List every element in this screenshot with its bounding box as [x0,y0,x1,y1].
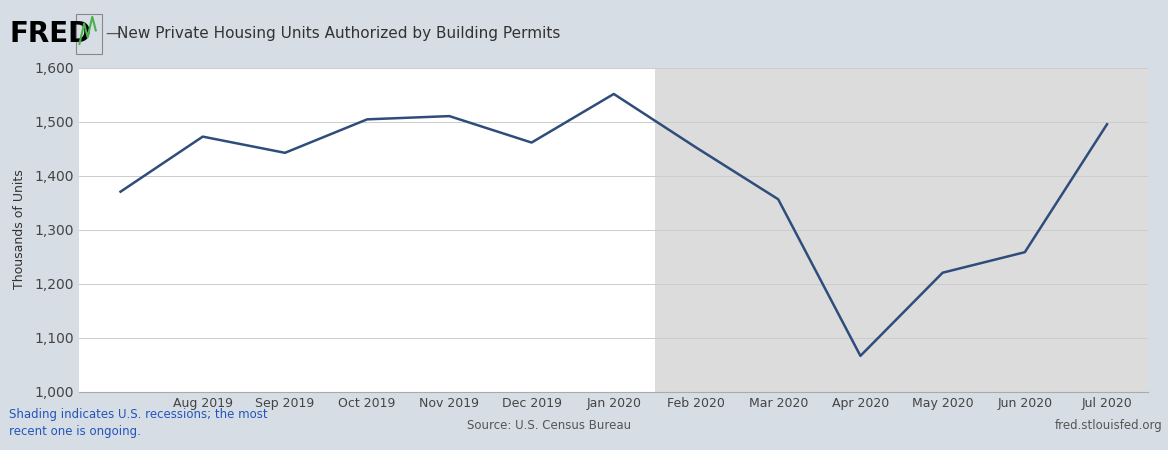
Text: fred.stlouisfed.org: fred.stlouisfed.org [1055,419,1162,432]
Text: FRED: FRED [9,20,91,48]
Text: Source: U.S. Census Bureau: Source: U.S. Census Bureau [467,419,631,432]
Text: Shading indicates U.S. recessions; the most
recent one is ongoing.: Shading indicates U.S. recessions; the m… [9,408,267,438]
Y-axis label: Thousands of Units: Thousands of Units [13,170,26,289]
Bar [655,68,1148,392]
Text: New Private Housing Units Authorized by Building Permits: New Private Housing Units Authorized by … [117,26,561,41]
Text: —: — [105,26,120,41]
